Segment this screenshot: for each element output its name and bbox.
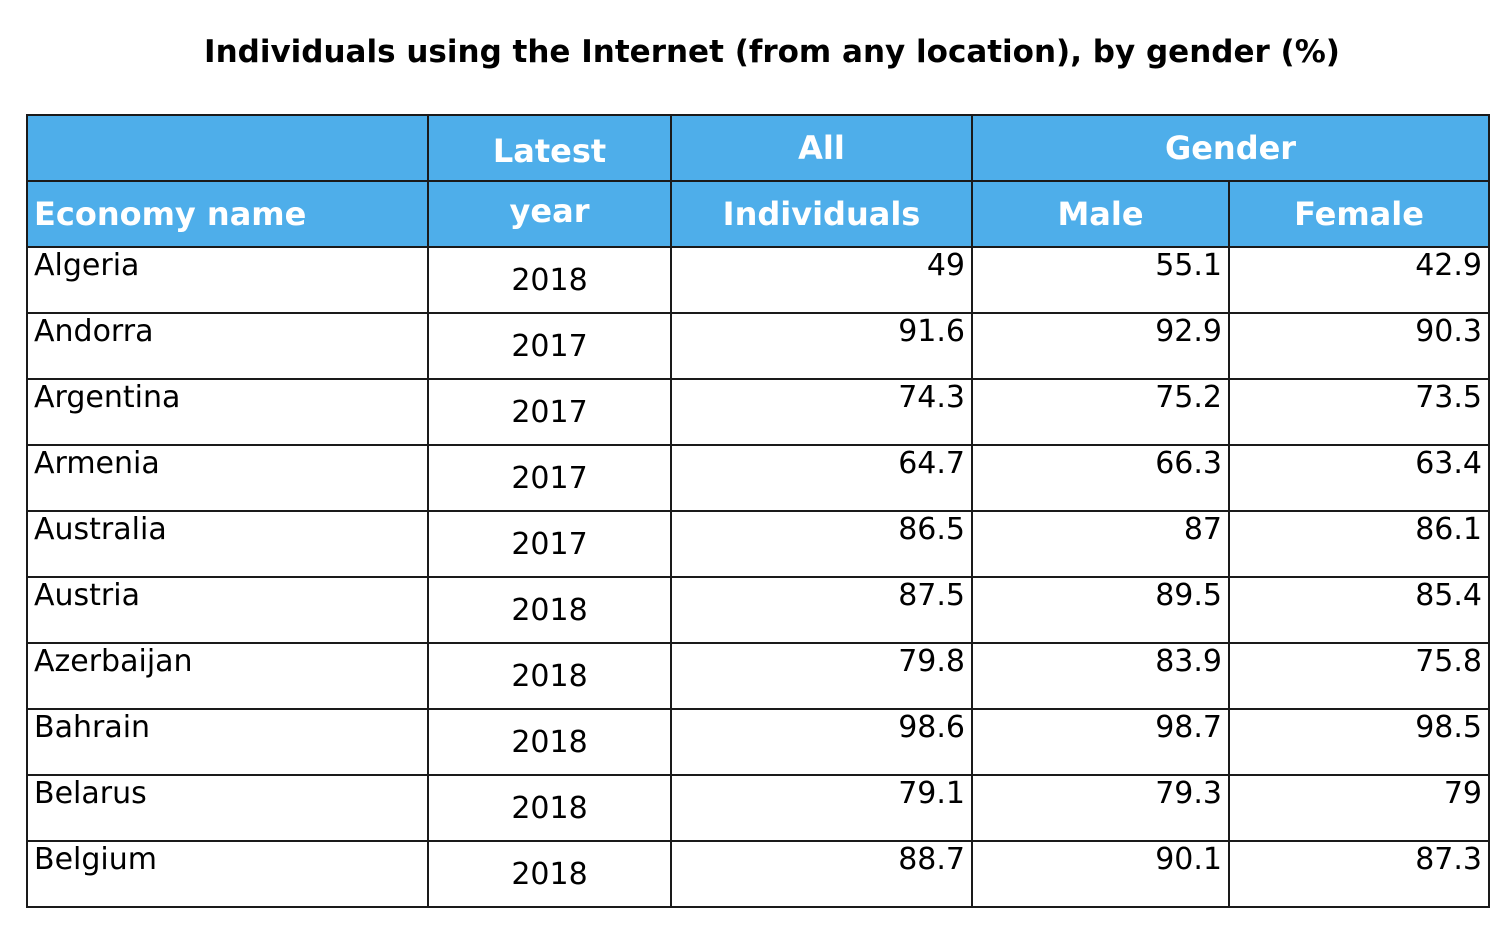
header-economy-name: Economy name [26,180,429,248]
economy-name-cell: Austria [26,576,429,644]
all-individuals-cell: 64.7 [670,444,973,512]
header-gender: Gender [970,114,1491,182]
all-individuals-cell: 88.7 [670,840,973,908]
latest-year-cell: 2018 [427,774,672,842]
female-cell: 75.8 [1227,642,1491,710]
header-row-top: Latest All Gender [26,114,1491,182]
all-individuals-cell: 87.5 [670,576,973,644]
all-individuals-cell: 91.6 [670,312,973,380]
economy-name-cell: Armenia [26,444,429,512]
latest-year-cell: 2017 [427,312,672,380]
economy-name-cell: Azerbaijan [26,642,429,710]
latest-year-cell: 2018 [427,576,672,644]
table-row: Bahrain 2018 98.6 98.7 98.5 [26,708,1491,776]
header-row-bottom: Economy name year Individuals Male Femal… [26,180,1491,248]
male-cell: 66.3 [971,444,1230,512]
table-row: Andorra 2017 91.6 92.9 90.3 [26,312,1491,380]
table-row: Azerbaijan 2018 79.8 83.9 75.8 [26,642,1491,710]
male-cell: 89.5 [971,576,1230,644]
female-cell: 87.3 [1227,840,1491,908]
economy-name-cell: Andorra [26,312,429,380]
table-row: Algeria 2018 49 55.1 42.9 [26,246,1491,314]
table-row: Argentina 2017 74.3 75.2 73.5 [26,378,1491,446]
header-female: Female [1227,180,1491,248]
male-cell: 75.2 [971,378,1230,446]
female-cell: 42.9 [1227,246,1491,314]
header-year: year [427,180,672,248]
economy-name-cell: Belgium [26,840,429,908]
female-cell: 98.5 [1227,708,1491,776]
latest-year-cell: 2018 [427,840,672,908]
female-cell: 90.3 [1227,312,1491,380]
page-title: Individuals using the Internet (from any… [204,34,1340,70]
latest-year-cell: 2017 [427,444,672,512]
latest-year-cell: 2018 [427,708,672,776]
latest-year-cell: 2018 [427,642,672,710]
header-blank-cell [26,114,429,182]
all-individuals-cell: 74.3 [670,378,973,446]
male-cell: 98.7 [971,708,1230,776]
female-cell: 85.4 [1227,576,1491,644]
female-cell: 86.1 [1227,510,1491,578]
female-cell: 73.5 [1227,378,1491,446]
table-body: Algeria 2018 49 55.1 42.9 Andorra 2017 91.6 92.9… [26,246,1491,908]
latest-year-cell: 2017 [427,378,672,446]
table-row: Belarus 2018 79.1 79.3 79 [26,774,1491,842]
header-latest: Latest [427,114,672,182]
male-cell: 87 [971,510,1230,578]
internet-usage-table: Latest All Gender Economy name year Indi… [26,114,1491,908]
economy-name-cell: Bahrain [26,708,429,776]
economy-name-cell: Australia [26,510,429,578]
male-cell: 92.9 [971,312,1230,380]
table-row: Belgium 2018 88.7 90.1 87.3 [26,840,1491,908]
header-all: All [670,114,973,182]
female-cell: 79 [1227,774,1491,842]
table-row: Austria 2018 87.5 89.5 85.4 [26,576,1491,644]
latest-year-cell: 2017 [427,510,672,578]
all-individuals-cell: 79.8 [670,642,973,710]
latest-year-cell: 2018 [427,246,672,314]
all-individuals-cell: 86.5 [670,510,973,578]
table-row: Armenia 2017 64.7 66.3 63.4 [26,444,1491,512]
male-cell: 79.3 [971,774,1230,842]
all-individuals-cell: 98.6 [670,708,973,776]
male-cell: 83.9 [971,642,1230,710]
header-individuals: Individuals [670,180,973,248]
male-cell: 55.1 [971,246,1230,314]
all-individuals-cell: 79.1 [670,774,973,842]
all-individuals-cell: 49 [670,246,973,314]
economy-name-cell: Algeria [26,246,429,314]
female-cell: 63.4 [1227,444,1491,512]
table-row: Australia 2017 86.5 87 86.1 [26,510,1491,578]
male-cell: 90.1 [971,840,1230,908]
economy-name-cell: Argentina [26,378,429,446]
economy-name-cell: Belarus [26,774,429,842]
header-male: Male [971,180,1230,248]
